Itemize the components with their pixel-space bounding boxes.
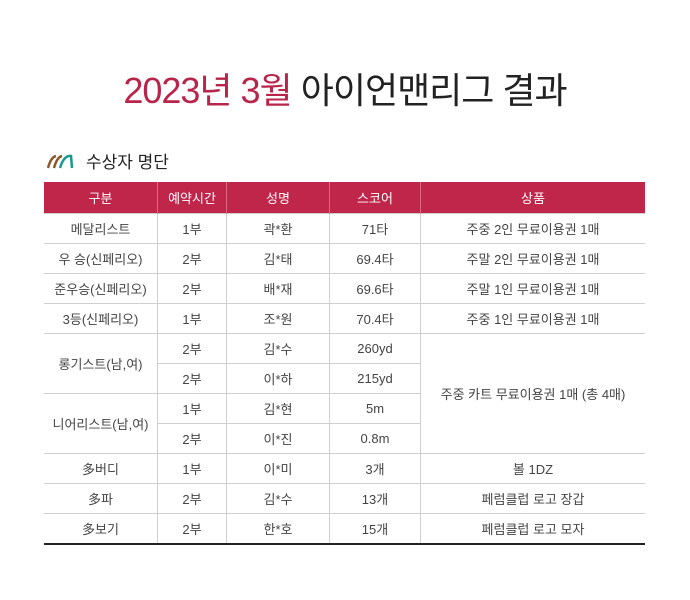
cell-prize: 주중 1인 무료이용권 1매 bbox=[420, 303, 645, 334]
cell-score: 15개 bbox=[329, 513, 421, 545]
col-name: 성명 bbox=[226, 182, 330, 214]
cell-score: 70.4타 bbox=[329, 303, 421, 334]
cell-prize: 주중 2인 무료이용권 1매 bbox=[420, 213, 645, 244]
cell-name: 김*현 bbox=[226, 393, 330, 424]
col-prize: 상품 bbox=[420, 182, 645, 214]
cell-category: 준우승(신페리오) bbox=[44, 273, 158, 304]
cell-score: 3개 bbox=[329, 453, 421, 484]
cell-name: 조*원 bbox=[226, 303, 330, 334]
cell-prize: 주말 1인 무료이용권 1매 bbox=[420, 273, 645, 304]
cell-time: 2부 bbox=[157, 273, 227, 304]
table-row: 롱기스트(남,여) 2부 김*수 260yd 주중 카트 무료이용권 1매 (총… bbox=[44, 333, 645, 454]
col-category: 구분 bbox=[44, 182, 158, 214]
cell-category: 多버디 bbox=[44, 453, 158, 484]
cell-category: 多보기 bbox=[44, 513, 158, 545]
cell-name: 김*태 bbox=[226, 243, 330, 274]
cell-name: 김*수 bbox=[226, 333, 330, 364]
cell-prize: 볼 1DZ bbox=[420, 453, 645, 484]
cell-name: 곽*환 bbox=[226, 213, 330, 244]
table-row: 多파 2부 김*수 13개 페럼클럽 로고 장갑 bbox=[44, 483, 645, 514]
cell-prize: 주말 2인 무료이용권 1매 bbox=[420, 243, 645, 274]
cell-category: 롱기스트(남,여) bbox=[44, 333, 158, 394]
cell-time: 2부 bbox=[157, 423, 227, 454]
winners-table: 구분 예약시간 성명 스코어 상품 메달리스트 1부 곽*환 71타 주중 2인… bbox=[44, 182, 645, 545]
title-date: 2023년 3월 bbox=[123, 70, 292, 111]
section-heading: 수상자 명단 bbox=[46, 148, 169, 173]
cell-score: 0.8m bbox=[329, 423, 421, 454]
cell-name: 이*미 bbox=[226, 453, 330, 484]
col-time: 예약시간 bbox=[157, 182, 227, 214]
table-header: 구분 예약시간 성명 스코어 상품 bbox=[44, 182, 645, 214]
cell-name: 이*하 bbox=[226, 363, 330, 394]
cell-name: 한*호 bbox=[226, 513, 330, 545]
cell-score: 260yd bbox=[329, 333, 421, 364]
cell-time: 2부 bbox=[157, 363, 227, 394]
cell-category: 메달리스트 bbox=[44, 213, 158, 244]
cell-time: 1부 bbox=[157, 453, 227, 484]
cell-name: 김*수 bbox=[226, 483, 330, 514]
table-row: 2부 이*진 0.8m bbox=[44, 423, 645, 454]
cell-score: 215yd bbox=[329, 363, 421, 394]
table-row: 3등(신페리오) 1부 조*원 70.4타 주중 1인 무료이용권 1매 bbox=[44, 303, 645, 334]
cell-prize: 주중 카트 무료이용권 1매 (총 4매) bbox=[420, 333, 645, 454]
cell-prize: 페럼클럽 로고 모자 bbox=[420, 513, 645, 545]
cell-score: 5m bbox=[329, 393, 421, 424]
cell-score: 69.4타 bbox=[329, 243, 421, 274]
cell-prize: 페럼클럽 로고 장갑 bbox=[420, 483, 645, 514]
cell-score: 13개 bbox=[329, 483, 421, 514]
section-label: 수상자 명단 bbox=[86, 153, 169, 172]
table-row: 메달리스트 1부 곽*환 71타 주중 2인 무료이용권 1매 bbox=[44, 213, 645, 244]
cell-score: 71타 bbox=[329, 213, 421, 244]
cell-time: 2부 bbox=[157, 513, 227, 545]
table-row: 多보기 2부 한*호 15개 페럼클럽 로고 모자 bbox=[44, 513, 645, 545]
cell-name: 배*재 bbox=[226, 273, 330, 304]
cell-category: 3등(신페리오) bbox=[44, 303, 158, 334]
cell-time: 1부 bbox=[157, 393, 227, 424]
cell-name: 이*진 bbox=[226, 423, 330, 454]
cell-time: 2부 bbox=[157, 483, 227, 514]
page-title: 2023년 3월 아이언맨리그 결과 bbox=[0, 62, 690, 114]
table-row: 우 승(신페리오) 2부 김*태 69.4타 주말 2인 무료이용권 1매 bbox=[44, 243, 645, 274]
cell-score: 69.6타 bbox=[329, 273, 421, 304]
table-row: 2부 이*하 215yd bbox=[44, 363, 645, 394]
cell-category: 니어리스트(남,여) bbox=[44, 393, 158, 454]
table-row: 니어리스트(남,여) 1부 김*현 5m bbox=[44, 393, 645, 454]
logo-arcs-icon bbox=[46, 154, 74, 168]
cell-time: 1부 bbox=[157, 213, 227, 244]
cell-category: 우 승(신페리오) bbox=[44, 243, 158, 274]
table-row: 준우승(신페리오) 2부 배*재 69.6타 주말 1인 무료이용권 1매 bbox=[44, 273, 645, 304]
cell-category: 多파 bbox=[44, 483, 158, 514]
cell-time: 2부 bbox=[157, 333, 227, 364]
title-text: 아이언맨리그 결과 bbox=[300, 70, 568, 111]
col-score: 스코어 bbox=[329, 182, 421, 214]
table-row: 多버디 1부 이*미 3개 볼 1DZ bbox=[44, 453, 645, 484]
cell-time: 1부 bbox=[157, 303, 227, 334]
cell-time: 2부 bbox=[157, 243, 227, 274]
